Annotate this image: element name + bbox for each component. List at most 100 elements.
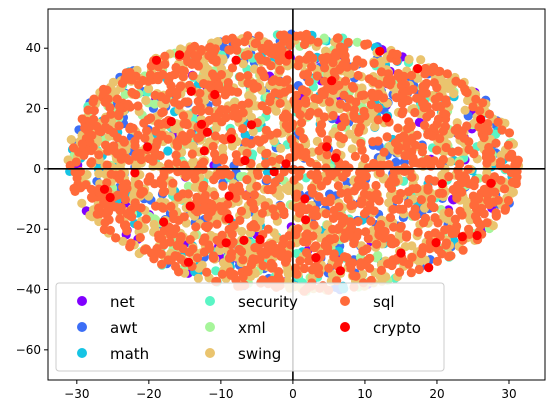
legend-label-xml: xml	[238, 319, 266, 337]
point-sql	[363, 233, 373, 244]
point-sql	[305, 107, 315, 117]
point-sql	[252, 135, 262, 145]
point-swing	[463, 95, 473, 106]
point-sql	[406, 268, 416, 278]
point-sql	[353, 217, 363, 227]
point-sql	[145, 70, 155, 80]
point-sql	[379, 160, 389, 170]
point-sql	[238, 255, 248, 265]
point-sql	[174, 267, 184, 277]
point-sql	[495, 161, 505, 171]
point-sql	[483, 119, 493, 129]
point-sql	[319, 76, 330, 86]
point-sql	[329, 252, 339, 262]
point-sql	[275, 65, 285, 75]
point-crypto	[284, 50, 294, 60]
point-sql	[435, 159, 445, 170]
point-sql	[149, 248, 159, 258]
point-sql	[186, 128, 196, 139]
point-sql	[182, 120, 192, 130]
point-sql	[128, 123, 138, 133]
point-sql	[442, 69, 452, 79]
point-sql	[355, 122, 365, 132]
point-sql	[142, 126, 152, 136]
point-swing	[237, 226, 247, 237]
point-sql	[499, 184, 510, 194]
legend-item-security: security	[205, 293, 298, 311]
point-sql	[196, 45, 206, 55]
point-sql	[77, 139, 87, 149]
point-sql	[396, 80, 406, 91]
point-sql	[133, 220, 143, 230]
point-sql	[211, 57, 221, 67]
point-sql	[138, 75, 148, 86]
point-sql	[426, 109, 436, 119]
point-sql	[217, 269, 227, 279]
point-sql	[166, 255, 176, 265]
point-sql	[289, 175, 299, 185]
point-sql	[236, 206, 247, 216]
point-sql	[137, 186, 147, 197]
point-sql	[450, 125, 460, 135]
point-sql	[199, 180, 209, 190]
point-sql	[105, 225, 115, 235]
y-tick-label: −40	[16, 283, 41, 297]
point-sql	[437, 249, 447, 259]
point-sql	[260, 201, 270, 211]
point-sql	[191, 222, 201, 232]
point-sql	[455, 159, 465, 169]
legend-item-crypto: crypto	[340, 319, 421, 337]
point-swing	[238, 59, 248, 69]
point-sql	[396, 188, 406, 199]
point-sql	[257, 101, 267, 111]
point-sql	[200, 221, 211, 231]
point-sql	[242, 148, 252, 158]
point-sql	[358, 246, 368, 256]
point-sql	[103, 146, 113, 156]
point-sql	[444, 172, 454, 182]
point-sql	[120, 222, 130, 232]
point-crypto	[300, 194, 310, 204]
point-sql	[295, 256, 305, 266]
point-sql	[410, 107, 420, 118]
point-sql	[430, 176, 440, 186]
point-sql	[168, 178, 178, 188]
point-sql	[298, 133, 309, 144]
point-sql	[433, 66, 443, 77]
legend-item-math: math	[77, 345, 149, 363]
point-sql	[432, 145, 442, 155]
point-sql	[250, 243, 260, 253]
point-sql	[160, 51, 170, 61]
point-sql	[187, 149, 197, 159]
point-sql	[383, 69, 393, 79]
point-sql	[412, 93, 422, 103]
legend-item-xml: xml	[205, 319, 266, 337]
point-sql	[279, 77, 289, 87]
point-sql	[243, 78, 253, 88]
legend-marker-swing	[205, 348, 215, 358]
point-crypto	[472, 230, 482, 241]
point-sql	[187, 59, 197, 69]
point-sql	[313, 37, 323, 47]
x-tick-label: −30	[64, 387, 89, 401]
point-sql	[423, 185, 433, 195]
point-sql	[328, 110, 338, 121]
point-sql	[350, 151, 360, 161]
point-sql	[362, 206, 372, 216]
point-sql	[134, 179, 144, 190]
point-sql	[158, 69, 168, 80]
point-sql	[424, 230, 434, 240]
point-sql	[149, 146, 159, 156]
point-sql	[475, 106, 485, 116]
point-sql	[470, 211, 481, 221]
point-sql	[403, 95, 413, 106]
point-sql	[512, 172, 522, 182]
point-sql	[157, 108, 167, 118]
point-sql	[223, 82, 233, 92]
point-sql	[393, 145, 403, 155]
point-crypto	[210, 89, 220, 100]
point-sql	[243, 50, 253, 60]
point-sql	[333, 181, 343, 191]
point-sql	[190, 50, 200, 61]
point-sql	[366, 100, 376, 110]
